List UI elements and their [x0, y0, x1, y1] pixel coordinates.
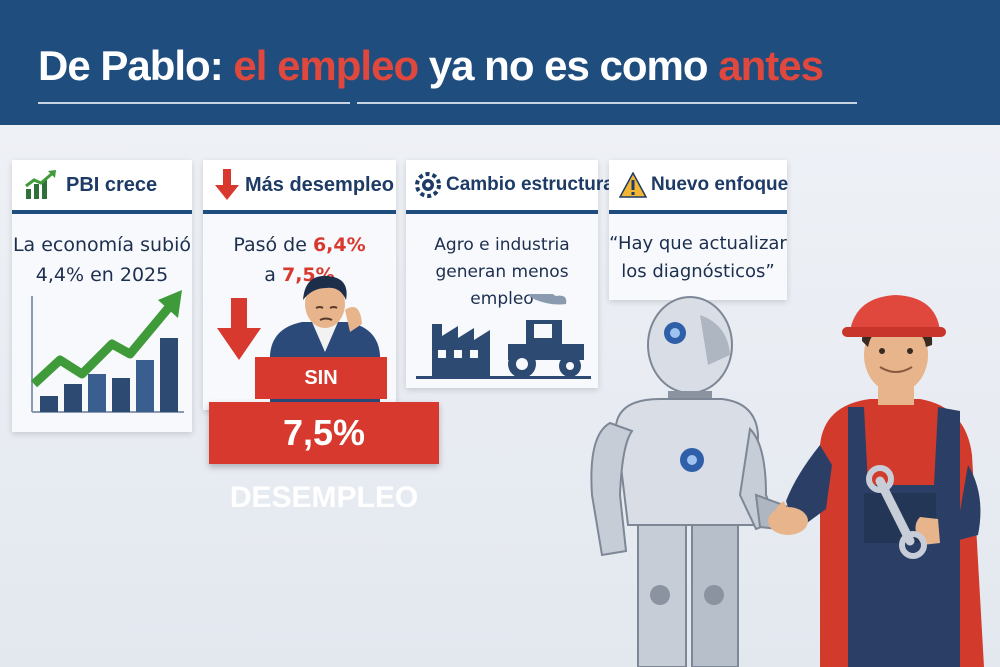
card-enfoque-label: Nuevo enfoque [651, 174, 789, 195]
card-desempleo: Más desempleo Pasó de 6,4% a 7,5% [203, 160, 396, 410]
card-pbi-label: PBI crece [66, 173, 158, 196]
card-pbi-line1: La economía subió [12, 234, 192, 256]
growth-bar-chart-illustration [30, 290, 184, 413]
card-desempleo-prefix2: a [264, 264, 282, 286]
card-enfoque-header: Nuevo enfoque [609, 160, 789, 214]
desempleo-banner-label: DESEMPLEO [229, 481, 419, 514]
card-cambio-text: Agro e industria generan menos empleo [406, 232, 598, 313]
robot-figure [590, 296, 800, 667]
card-pbi-header: PBI crece [12, 160, 192, 214]
card-enfoque-line2: los diagnósticos” [621, 261, 775, 282]
card-desempleo-text: Pasó de 6,4% a 7,5% [203, 230, 396, 290]
factory-tractor-illustration [416, 294, 591, 379]
worker-figure [774, 295, 984, 667]
card-desempleo-value-old: 6,4% [312, 234, 366, 256]
robot-worker-handshake-illustration [590, 295, 984, 667]
card-desempleo-prefix1: Pasó de [233, 234, 313, 256]
down-arrow-icon [215, 169, 239, 200]
card-pbi-text: La economía subió 4,4% en 2025 [12, 230, 192, 290]
card-desempleo-line1: Pasó de 6,4% [203, 230, 396, 260]
gear-icon [415, 172, 441, 198]
card-pbi-year: en 2025 [84, 264, 169, 286]
warning-icon [619, 172, 647, 198]
card-pbi-value: 4,4% [35, 264, 85, 286]
card-enfoque-text: “Hay que actualizar los diagnósticos” [609, 230, 787, 286]
card-pbi: PBI crece La economía subió 4,4% en 2025 [12, 160, 192, 432]
desempleo-banner-value: 7,5% [282, 412, 366, 453]
title-underline-right [357, 102, 857, 104]
card-enfoque: Nuevo enfoque “Hay que actualizar los di… [609, 160, 789, 300]
sin-trabajo-sign: SIN TRABAJO [255, 357, 387, 431]
card-pbi-line2: 4,4% en 2025 [12, 260, 192, 290]
card-cambio-header: Cambio estructural [406, 160, 619, 214]
big-down-arrow-icon [217, 298, 261, 360]
title-highlight-1: el empleo [233, 42, 419, 89]
title-part-3: ya no es como [418, 42, 719, 89]
card-desempleo-label: Más desempleo [245, 173, 394, 196]
card-desempleo-header: Más desempleo [203, 160, 396, 214]
page-title: De Pablo: el empleo ya no es como antes [38, 42, 824, 90]
card-cambio-line2: generan menos empleo [435, 262, 569, 309]
card-cambio-line1: Agro e industria [434, 235, 570, 255]
growth-chart-icon [25, 170, 56, 199]
card-enfoque-line1: “Hay que actualizar [609, 233, 787, 254]
header-banner: De Pablo: el empleo ya no es como antes [0, 0, 1000, 125]
title-part-1: De Pablo: [38, 42, 234, 89]
title-underline-left [38, 102, 350, 104]
card-cambio-label: Cambio estructural [446, 174, 620, 195]
title-highlight-2: antes [718, 42, 824, 89]
desempleo-banner: 7,5% DESEMPLEO [209, 402, 439, 514]
card-cambio: Cambio estructural Agro e industria gene… [406, 160, 619, 388]
